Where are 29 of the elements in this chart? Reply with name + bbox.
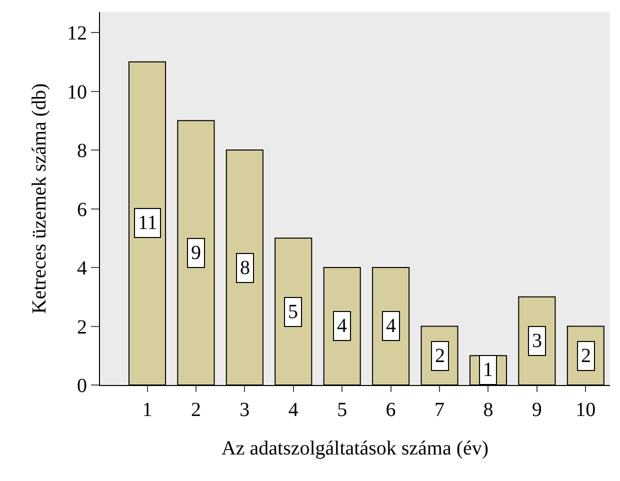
data-label: 2 <box>581 345 591 367</box>
data-label: 2 <box>435 345 445 367</box>
x-axis-title: Az adatszolgáltatások száma (év) <box>221 438 489 460</box>
x-tick-label: 10 <box>576 399 596 421</box>
data-label: 11 <box>138 212 158 234</box>
y-tick-label: 12 <box>67 22 87 45</box>
y-tick-label: 2 <box>77 316 87 338</box>
data-label: 1 <box>483 359 493 381</box>
x-tick-label: 3 <box>240 399 250 421</box>
y-tick-label: 6 <box>77 198 87 221</box>
data-label: 3 <box>532 330 542 352</box>
x-tick-label: 8 <box>483 399 494 421</box>
x-tick-label: 7 <box>434 399 445 421</box>
y-axis-title: Ketreces üzemek száma (db) <box>28 83 50 314</box>
y-tick-label: 10 <box>67 81 87 104</box>
x-tick-label: 1 <box>142 399 152 421</box>
x-tick-label: 5 <box>337 399 348 421</box>
y-tick-label: 4 <box>77 258 87 280</box>
y-tick-label: 8 <box>77 140 87 162</box>
data-label: 4 <box>337 315 347 337</box>
data-label: 8 <box>240 257 250 279</box>
x-tick-label: 2 <box>190 399 201 421</box>
data-label: 4 <box>386 315 396 337</box>
x-tick-label: 9 <box>532 399 542 421</box>
x-tick-label: 4 <box>288 399 298 421</box>
data-label: 5 <box>288 301 298 323</box>
data-label: 9 <box>191 242 201 264</box>
x-tick-label: 6 <box>386 399 396 421</box>
y-tick-label: 0 <box>77 375 87 397</box>
